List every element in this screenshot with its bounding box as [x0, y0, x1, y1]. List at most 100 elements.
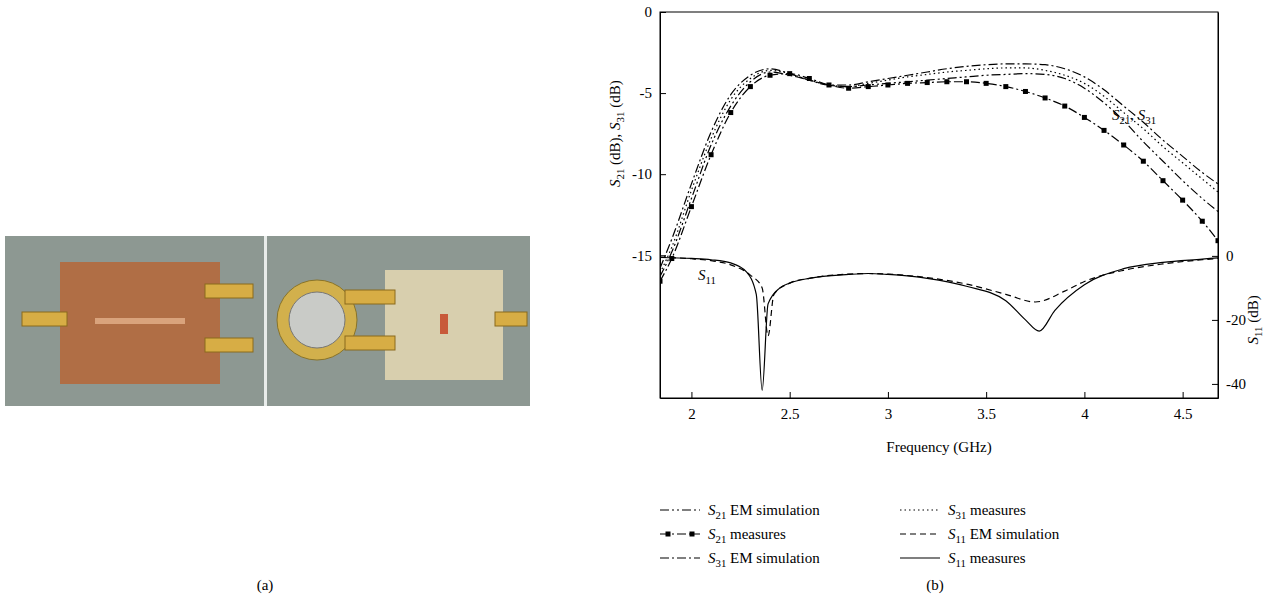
x-axis-title: Frequency (GHz) — [886, 439, 991, 456]
legend-swatch — [660, 557, 700, 558]
tick: 3.5 — [977, 392, 996, 422]
connector — [22, 312, 67, 326]
legend-swatch — [900, 533, 940, 534]
series-marker — [660, 279, 663, 284]
tick-mark — [1212, 256, 1218, 257]
series-marker — [944, 79, 949, 84]
series-marker — [1082, 115, 1087, 120]
tick-mark — [1212, 384, 1218, 385]
tick-label: 0 — [645, 4, 653, 20]
legend-item: S31 EM simulation — [660, 550, 820, 569]
legend-label: S11 EM simulation — [948, 526, 1060, 545]
y-axis-title: S21 (dB), S31 (dB) — [607, 80, 626, 187]
microstrip — [95, 318, 185, 324]
connector — [205, 338, 253, 352]
series-marker — [1043, 95, 1048, 100]
legend-item: S31 measures — [900, 502, 1026, 521]
legend-item: S21 EM simulation — [660, 502, 820, 521]
legend-marker — [666, 532, 671, 537]
series-marker — [1121, 142, 1126, 147]
tick-label: -5 — [640, 85, 653, 101]
axis-line — [661, 398, 1219, 399]
series-marker — [1141, 159, 1146, 164]
legend-swatch — [900, 509, 940, 510]
tick: 0 — [645, 4, 667, 20]
tick: 4 — [1081, 392, 1089, 422]
tick-label: 2.5 — [781, 406, 800, 422]
tick: -40 — [1212, 376, 1246, 392]
tick-mark — [888, 392, 889, 398]
coin-center — [289, 292, 345, 348]
series-line — [660, 72, 1218, 276]
series-marker — [1200, 219, 1205, 224]
series-marker — [1003, 84, 1008, 89]
annotation: S21, S31 — [1112, 107, 1156, 126]
tick: -10 — [632, 166, 666, 182]
board — [385, 270, 503, 380]
series-marker — [1160, 178, 1165, 183]
legend-item: S11 measures — [900, 550, 1026, 569]
photo — [5, 236, 530, 406]
panel-label: (a) — [257, 577, 274, 594]
x-axis: 22.533.544.5 — [661, 392, 1219, 422]
connector — [205, 284, 253, 298]
tick-label: -40 — [1226, 376, 1246, 392]
series-marker — [964, 79, 969, 84]
series-marker — [728, 110, 733, 115]
photo-divider — [264, 236, 267, 406]
legend-swatch — [660, 509, 700, 510]
series-marker — [1023, 89, 1028, 94]
tick: 2 — [688, 392, 696, 422]
series-marker — [669, 256, 674, 261]
tick: 0 — [1212, 248, 1234, 264]
series-marker — [1102, 128, 1107, 133]
axis-line — [1218, 13, 1219, 399]
tick-mark — [986, 392, 987, 398]
connector — [345, 290, 395, 304]
tick-label: -10 — [632, 166, 652, 182]
plot-frame — [660, 12, 1218, 398]
tick-label: 3 — [885, 406, 893, 422]
photo-background — [5, 236, 530, 406]
series-marker — [885, 82, 890, 87]
legend-label: S11 measures — [948, 550, 1026, 569]
series-marker — [689, 204, 694, 209]
series-marker — [768, 73, 773, 78]
annotation: S11 — [698, 267, 716, 286]
series-marker — [709, 152, 714, 157]
resistor — [440, 314, 448, 334]
tick-label: 0 — [1226, 248, 1234, 264]
series-marker — [866, 84, 871, 89]
series-marker — [1216, 238, 1219, 243]
legend-label: S21 measures — [708, 526, 786, 545]
legend-swatch — [900, 557, 940, 558]
tick-label: -20 — [1226, 312, 1246, 328]
series-line — [660, 74, 1218, 282]
connector — [495, 312, 527, 326]
tick: -15 — [632, 248, 666, 264]
tick-mark — [1212, 320, 1218, 321]
y-axis: 0 -5 -10 -15 — [632, 4, 666, 398]
series-marker — [984, 81, 989, 86]
tick-mark — [790, 392, 791, 398]
tick-mark — [660, 174, 666, 175]
legend-label: S31 measures — [948, 502, 1026, 521]
legend-marker — [690, 532, 695, 537]
legend: S21 EM simulation S21 measures S31 EM simu… — [660, 502, 1060, 569]
panel-label: (b) — [926, 577, 944, 594]
series-marker — [1062, 104, 1067, 109]
legend-label: S21 EM simulation — [708, 502, 820, 521]
board — [60, 262, 220, 384]
tick-mark — [1183, 392, 1184, 398]
tick-mark — [660, 12, 666, 13]
tick-label: 2 — [688, 406, 696, 422]
tick-mark — [1084, 392, 1085, 398]
series-line — [660, 64, 1218, 268]
plot-area — [660, 64, 1218, 390]
tick-label: 4 — [1081, 406, 1089, 422]
tick: -20 — [1212, 312, 1246, 328]
tick-label: 3.5 — [977, 406, 996, 422]
series-marker — [905, 81, 910, 86]
series-marker — [748, 84, 753, 89]
y2-axis-title: S11 (dB) — [1245, 295, 1264, 344]
